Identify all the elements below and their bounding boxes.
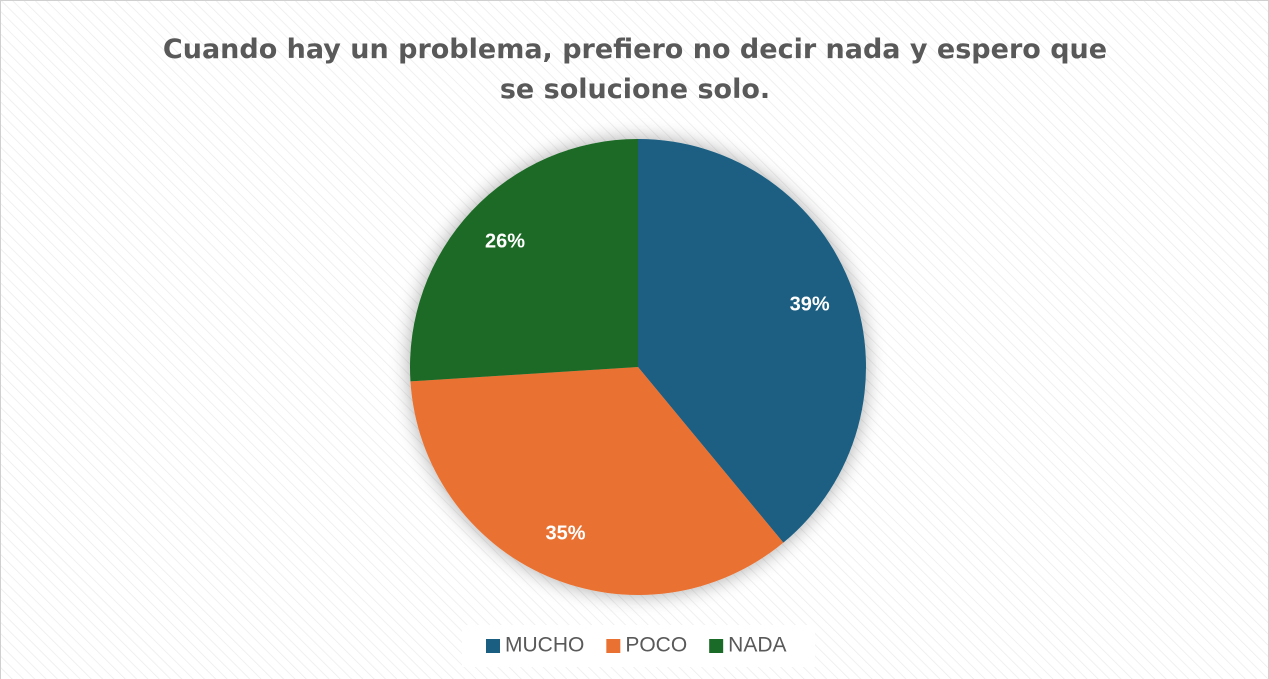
data-label: 39% xyxy=(790,293,830,315)
legend-label: MUCHO xyxy=(505,634,584,657)
chart-title: Cuando hay un problema, prefiero no deci… xyxy=(162,34,1108,105)
pie xyxy=(410,139,866,595)
legend-swatch xyxy=(486,639,500,653)
pie-slice xyxy=(410,367,784,595)
legend-swatch xyxy=(606,639,621,653)
legend: MUCHO POCO NADA xyxy=(486,634,787,657)
pie-slice xyxy=(638,139,866,543)
legend-label: POCO xyxy=(625,634,687,657)
legend-swatch xyxy=(709,639,724,653)
legend-label: NADA xyxy=(728,634,786,657)
data-label: 26% xyxy=(485,230,525,252)
legend-box xyxy=(462,625,815,667)
data-label: 35% xyxy=(546,523,586,545)
pie-slice xyxy=(410,139,638,382)
